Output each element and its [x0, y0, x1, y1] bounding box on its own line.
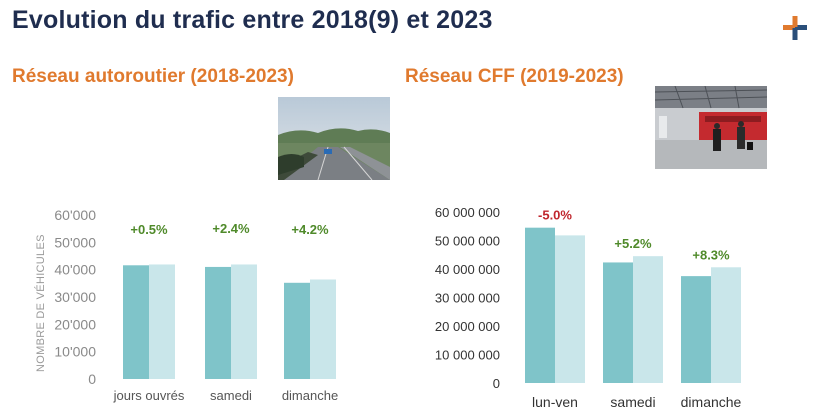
y-tick-label: 0 [493, 376, 500, 391]
y-tick-label: 30'000 [54, 289, 96, 305]
y-tick-label: 40 000 000 [435, 262, 500, 277]
bar [603, 262, 633, 383]
y-tick-label: 20 000 000 [435, 319, 500, 334]
data-label: +8.3% [692, 247, 730, 262]
y-tick-label: 60 000 000 [435, 205, 500, 220]
bar [123, 265, 149, 379]
page-title: Evolution du trafic entre 2018(9) et 202… [12, 6, 493, 34]
data-label: +2.4% [212, 221, 250, 236]
x-category-label: dimanche [681, 394, 742, 410]
y-tick-label: 30 000 000 [435, 291, 500, 306]
x-category-label: jours ouvrés [113, 388, 185, 403]
bar [310, 279, 336, 379]
y-tick-label: 10 000 000 [435, 348, 500, 363]
y-tick-label: 0 [88, 371, 96, 387]
y-tick-label: 50 000 000 [435, 234, 500, 249]
bar [633, 256, 663, 383]
bar [205, 266, 231, 379]
highway-photo [278, 97, 390, 180]
x-category-label: samedi [210, 388, 252, 403]
x-category-label: samedi [610, 394, 655, 410]
data-label: +5.2% [614, 236, 652, 251]
data-label: +0.5% [130, 222, 168, 237]
bar [231, 264, 257, 379]
x-category-label: lun-ven [532, 394, 578, 410]
y-tick-label: 50'000 [54, 234, 96, 250]
bar [711, 267, 741, 383]
x-category-label: dimanche [282, 388, 338, 403]
y-tick-label: 20'000 [54, 316, 96, 332]
bar [149, 264, 175, 379]
bar [681, 276, 711, 383]
bar [284, 282, 310, 379]
y-axis-label-highway: NOMBRE DE VÉHICULES [34, 234, 47, 372]
data-label: +4.2% [291, 222, 329, 237]
subtitle-highway: Réseau autoroutier (2018-2023) [12, 66, 294, 87]
train-station-photo [655, 86, 767, 169]
y-tick-label: 60'000 [54, 207, 96, 223]
bar [525, 227, 555, 383]
y-tick-label: 40'000 [54, 262, 96, 278]
y-tick-label: 10'000 [54, 344, 96, 360]
cross-logo-icon [783, 16, 807, 40]
subtitle-cff: Réseau CFF (2019-2023) [405, 66, 624, 87]
data-label: -5.0% [538, 208, 572, 223]
bar [555, 235, 585, 383]
